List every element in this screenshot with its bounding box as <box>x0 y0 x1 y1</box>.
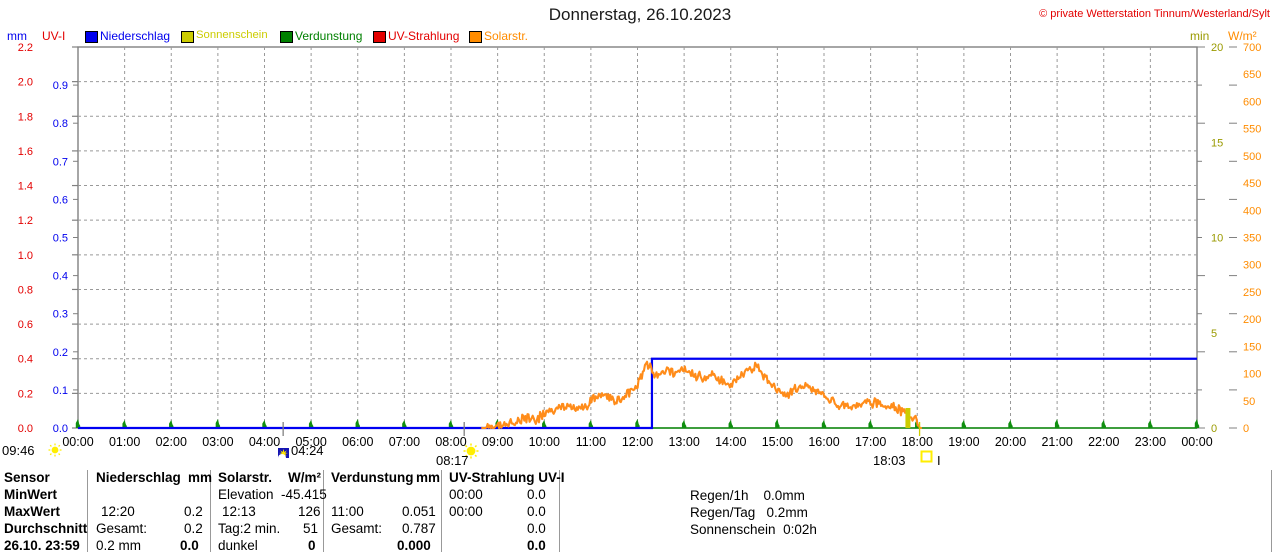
svg-text:21:00: 21:00 <box>1041 435 1072 449</box>
svg-text:00:00: 00:00 <box>62 435 93 449</box>
svg-text:650: 650 <box>1243 69 1261 81</box>
svg-text:350: 350 <box>1243 233 1261 245</box>
svg-text:200: 200 <box>1243 314 1261 326</box>
svg-text:0.5: 0.5 <box>53 233 68 245</box>
svg-text:20:00: 20:00 <box>995 435 1026 449</box>
svg-text:0.2: 0.2 <box>53 347 68 359</box>
svg-text:250: 250 <box>1243 287 1261 299</box>
svg-text:0: 0 <box>1243 423 1249 435</box>
svg-text:0.4: 0.4 <box>18 354 33 366</box>
svg-text:0.6: 0.6 <box>53 194 68 206</box>
svg-text:20: 20 <box>1211 42 1223 54</box>
svg-text:450: 450 <box>1243 178 1261 190</box>
svg-text:600: 600 <box>1243 96 1261 108</box>
svg-text:15:00: 15:00 <box>762 435 793 449</box>
svg-text:0.3: 0.3 <box>53 309 68 321</box>
svg-text:1.8: 1.8 <box>18 111 33 123</box>
svg-text:10:00: 10:00 <box>529 435 560 449</box>
svg-text:550: 550 <box>1243 124 1261 136</box>
svg-text:09:00: 09:00 <box>482 435 513 449</box>
svg-text:700: 700 <box>1243 42 1261 54</box>
svg-text:23:00: 23:00 <box>1135 435 1166 449</box>
svg-text:14:00: 14:00 <box>715 435 746 449</box>
svg-text:04:00: 04:00 <box>249 435 280 449</box>
svg-text:17:00: 17:00 <box>855 435 886 449</box>
svg-text:15: 15 <box>1211 137 1223 149</box>
svg-text:0.4: 0.4 <box>53 271 68 283</box>
svg-text:0.6: 0.6 <box>18 319 33 331</box>
svg-text:02:00: 02:00 <box>156 435 187 449</box>
svg-text:500: 500 <box>1243 151 1261 163</box>
svg-text:300: 300 <box>1243 260 1261 272</box>
svg-text:150: 150 <box>1243 341 1261 353</box>
svg-text:0.1: 0.1 <box>53 385 68 397</box>
svg-text:00:00: 00:00 <box>1181 435 1212 449</box>
svg-text:07:00: 07:00 <box>389 435 420 449</box>
svg-text:100: 100 <box>1243 369 1261 381</box>
svg-text:0.7: 0.7 <box>53 156 68 168</box>
svg-text:0.0: 0.0 <box>53 423 68 435</box>
svg-text:03:00: 03:00 <box>202 435 233 449</box>
svg-text:5: 5 <box>1211 328 1217 340</box>
svg-text:1.6: 1.6 <box>18 146 33 158</box>
svg-text:1.2: 1.2 <box>18 215 33 227</box>
svg-text:12:00: 12:00 <box>622 435 653 449</box>
svg-text:0: 0 <box>1211 423 1217 435</box>
svg-text:1.4: 1.4 <box>18 181 33 193</box>
svg-text:11:00: 11:00 <box>576 435 606 449</box>
svg-text:16:00: 16:00 <box>808 435 839 449</box>
svg-text:1.0: 1.0 <box>18 250 33 262</box>
svg-text:400: 400 <box>1243 205 1261 217</box>
svg-text:01:00: 01:00 <box>109 435 140 449</box>
svg-text:06:00: 06:00 <box>342 435 373 449</box>
svg-text:0.9: 0.9 <box>53 80 68 92</box>
svg-text:2.2: 2.2 <box>18 42 33 54</box>
svg-text:0.0: 0.0 <box>18 423 33 435</box>
svg-text:0.2: 0.2 <box>18 388 33 400</box>
svg-text:10: 10 <box>1211 233 1223 245</box>
svg-text:13:00: 13:00 <box>668 435 699 449</box>
svg-text:0.8: 0.8 <box>53 118 68 130</box>
svg-text:18:00: 18:00 <box>902 435 933 449</box>
svg-text:0.8: 0.8 <box>18 284 33 296</box>
svg-text:19:00: 19:00 <box>948 435 979 449</box>
svg-text:50: 50 <box>1243 396 1255 408</box>
svg-text:22:00: 22:00 <box>1088 435 1119 449</box>
svg-text:08:00: 08:00 <box>435 435 466 449</box>
svg-text:2.0: 2.0 <box>18 77 33 89</box>
